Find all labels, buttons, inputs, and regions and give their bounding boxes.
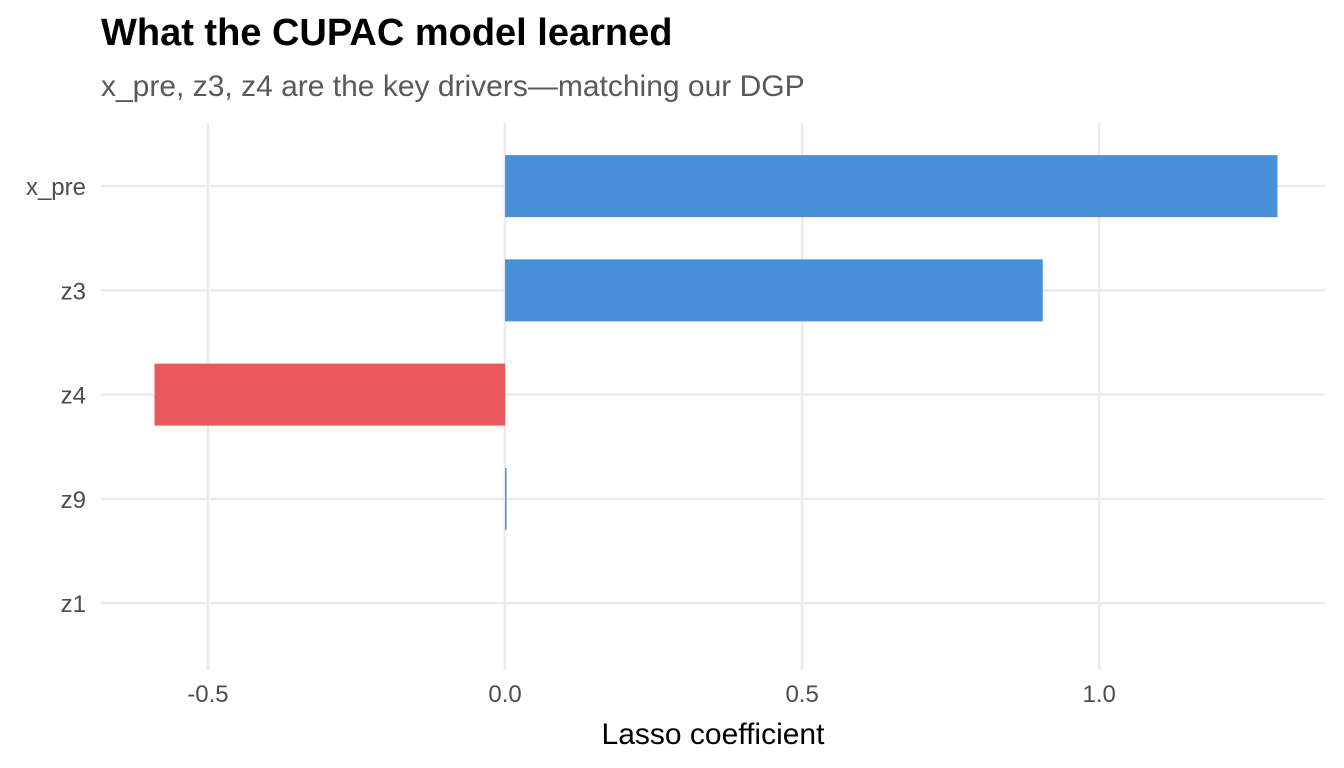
- bars: [154, 155, 1278, 530]
- x-axis-title: Lasso coefficient: [602, 718, 826, 751]
- chart-subtitle: x_pre, z3, z4 are the key drivers—matchi…: [101, 70, 805, 103]
- bar-z3: [505, 259, 1043, 322]
- y-tick-labels: x_pre z3 z4 z9 z1: [26, 174, 86, 618]
- y-tick-label: z3: [61, 278, 86, 305]
- x-tick-label: 1.0: [1083, 681, 1116, 708]
- x-tick-label: 0.5: [785, 681, 818, 708]
- y-tick-label: z9: [61, 487, 86, 514]
- x-tick-labels: -0.5 0.0 0.5 1.0: [187, 681, 1116, 708]
- y-tick-label: z1: [61, 591, 86, 618]
- x-tick-label: -0.5: [187, 681, 228, 708]
- bar-z4: [154, 363, 506, 426]
- bar-x_pre: [505, 155, 1278, 218]
- y-tick-label: x_pre: [26, 174, 86, 201]
- gridlines: [101, 123, 1325, 670]
- chart-title: What the CUPAC model learned: [101, 12, 673, 54]
- y-tick-label: z4: [61, 383, 86, 410]
- x-tick-label: 0.0: [488, 681, 521, 708]
- bar-z9: [505, 467, 507, 530]
